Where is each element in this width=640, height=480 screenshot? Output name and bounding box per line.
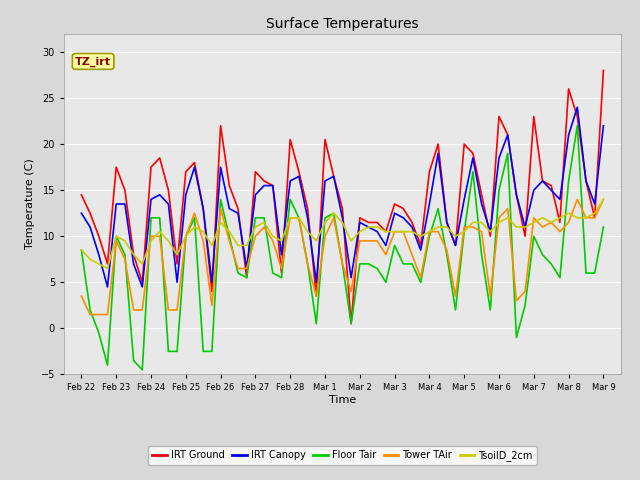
X-axis label: Time: Time: [329, 395, 356, 405]
Title: Surface Temperatures: Surface Temperatures: [266, 17, 419, 31]
Y-axis label: Temperature (C): Temperature (C): [25, 158, 35, 250]
Legend: IRT Ground, IRT Canopy, Floor Tair, Tower TAir, TsoilD_2cm: IRT Ground, IRT Canopy, Floor Tair, Towe…: [148, 446, 536, 465]
Text: TZ_irt: TZ_irt: [75, 56, 111, 67]
